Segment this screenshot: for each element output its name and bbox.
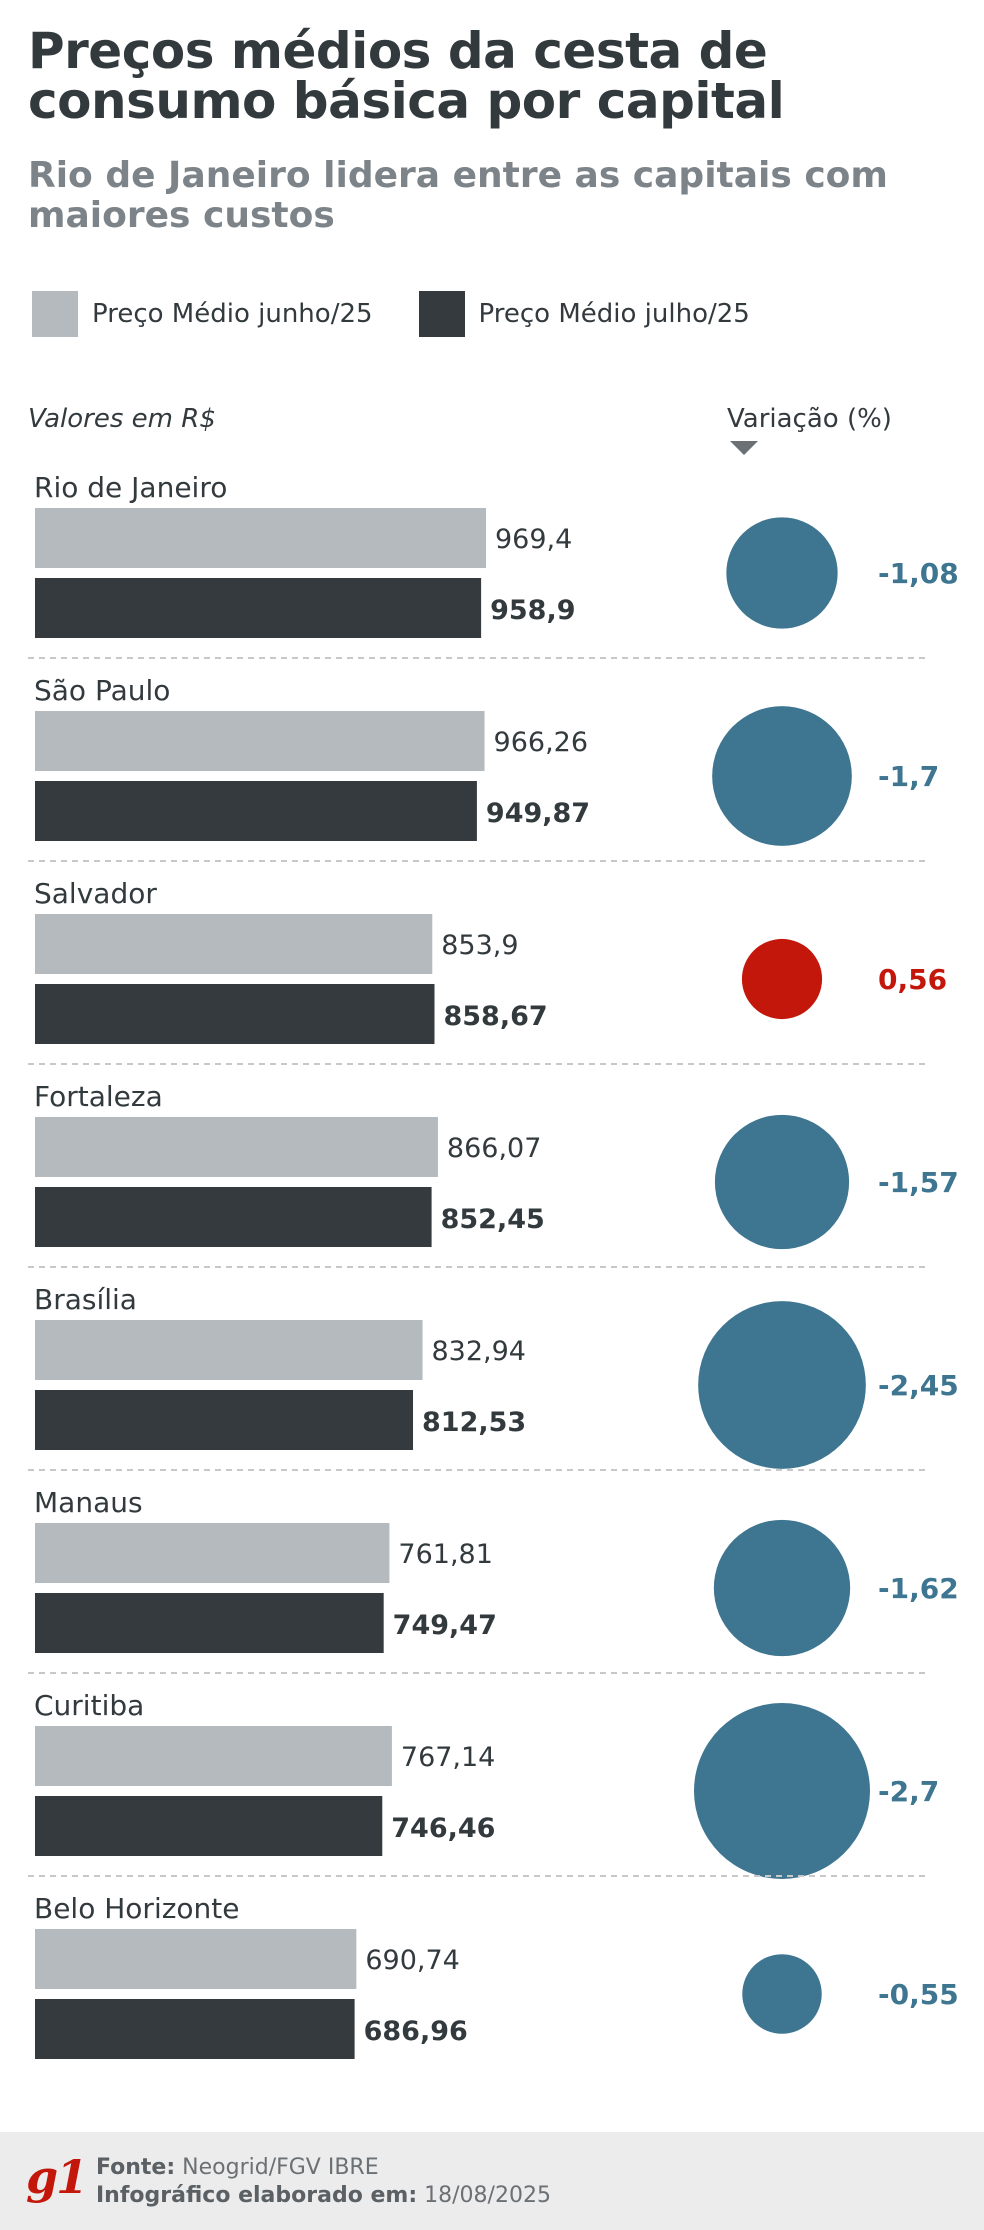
g1-logo: g1 <box>26 2150 88 2204</box>
value-label-june-salvador: 853,9 <box>441 930 518 961</box>
variation-label-curitiba: -2,7 <box>878 1775 939 1808</box>
value-label-june-fortaleza: 866,07 <box>447 1133 541 1164</box>
bar-july-rio-de-janeiro <box>35 578 482 638</box>
city-label-salvador: Salvador <box>34 877 157 910</box>
variation-label-sao-paulo: -1,7 <box>878 760 939 793</box>
date-value: 18/08/2025 <box>424 2183 551 2208</box>
city-label-curitiba: Curitiba <box>34 1689 144 1722</box>
legend-swatch-july <box>418 291 465 337</box>
bar-june-curitiba <box>35 1726 392 1786</box>
bar-chart: Rio de Janeiro 969,4 958,9 -1,08 São Paulo 96… <box>28 471 959 2059</box>
units-label: Valores em R$ <box>28 404 216 434</box>
variation-arrow-icon <box>730 441 758 455</box>
source-line: Fonte: Neogrid/FGV IBRE <box>96 2154 551 2182</box>
variation-circle-brasilia <box>698 1301 866 1469</box>
variation-circle-fortaleza <box>714 1114 850 1250</box>
variation-circle-belo-horizonte <box>742 1954 822 2034</box>
value-label-june-brasilia: 832,94 <box>432 1336 526 1367</box>
variation-label-manaus: -1,62 <box>878 1572 959 1605</box>
bar-june-brasilia <box>35 1320 423 1380</box>
variation-circle-sao-paulo <box>712 706 852 846</box>
value-label-july-manaus: 749,47 <box>393 1610 497 1641</box>
value-label-june-manaus: 761,81 <box>398 1539 492 1570</box>
bar-june-belo-horizonte <box>35 1929 357 1989</box>
city-label-manaus: Manaus <box>34 1486 143 1519</box>
bar-july-curitiba <box>35 1796 383 1856</box>
value-label-july-belo-horizonte: 686,96 <box>364 2016 468 2047</box>
variation-label-fortaleza: -1,57 <box>878 1166 959 1199</box>
value-label-july-rio-de-janeiro: 958,9 <box>490 595 575 626</box>
value-label-june-curitiba: 767,14 <box>401 1742 495 1773</box>
legend-item-july: Preço Médio julho/25 <box>418 291 750 337</box>
bar-july-manaus <box>35 1593 384 1653</box>
chart-title: Preços médios da cesta de consumo básica… <box>28 22 785 130</box>
footer: g1 Fonte: Neogrid/FGV IBRE Infográfico e… <box>0 2132 984 2230</box>
legend-item-june: Preço Médio junho/25 <box>32 291 373 337</box>
bar-june-salvador <box>35 914 433 974</box>
city-label-fortaleza: Fortaleza <box>34 1080 163 1113</box>
variation-label-rio-de-janeiro: -1,08 <box>878 557 959 590</box>
source-label: Fonte: <box>96 2155 176 2180</box>
bar-june-fortaleza <box>35 1117 438 1177</box>
bar-july-brasilia <box>35 1390 414 1450</box>
value-label-july-salvador: 858,67 <box>443 1001 547 1032</box>
variation-circle-manaus <box>713 1519 851 1657</box>
legend-swatch-june <box>32 291 78 337</box>
value-label-june-sao-paulo: 966,26 <box>494 727 588 758</box>
variation-label-salvador: 0,56 <box>878 963 947 996</box>
city-label-sao-paulo: São Paulo <box>34 674 170 707</box>
variation-label-belo-horizonte: -0,55 <box>878 1978 959 2011</box>
value-label-july-brasilia: 812,53 <box>422 1407 526 1438</box>
footer-text: Fonte: Neogrid/FGV IBRE Infográfico elab… <box>96 2154 551 2210</box>
bar-july-salvador <box>35 984 435 1044</box>
date-label: Infográfico elaborado em: <box>96 2183 418 2208</box>
variation-label-brasilia: -2,45 <box>878 1369 959 1402</box>
chart-subtitle: Rio de Janeiro lidera entre as capitais … <box>28 155 888 237</box>
city-label-belo-horizonte: Belo Horizonte <box>34 1892 240 1925</box>
bar-june-rio-de-janeiro <box>35 508 486 568</box>
legend: Preço Médio junho/25 Preço Médio julho/2… <box>32 290 796 338</box>
legend-label-june: Preço Médio junho/25 <box>92 299 373 329</box>
value-label-july-sao-paulo: 949,87 <box>486 798 590 829</box>
legend-label-july: Preço Médio julho/25 <box>478 299 750 329</box>
variation-circle-curitiba <box>694 1703 870 1879</box>
bar-july-sao-paulo <box>35 781 477 841</box>
bar-june-sao-paulo <box>35 711 485 771</box>
bar-june-manaus <box>35 1523 390 1583</box>
variation-circle-salvador <box>741 938 823 1020</box>
value-label-july-fortaleza: 852,45 <box>441 1204 545 1235</box>
value-label-july-curitiba: 746,46 <box>391 1813 495 1844</box>
bar-july-belo-horizonte <box>35 1999 355 2059</box>
variation-header: Variação (%) <box>727 404 892 434</box>
value-label-june-belo-horizonte: 690,74 <box>365 1945 459 1976</box>
value-label-june-rio-de-janeiro: 969,4 <box>495 524 572 555</box>
city-label-brasilia: Brasília <box>34 1283 137 1316</box>
bar-july-fortaleza <box>35 1187 432 1247</box>
date-line: Infográfico elaborado em: 18/08/2025 <box>96 2182 551 2210</box>
city-label-rio-de-janeiro: Rio de Janeiro <box>34 471 227 504</box>
source-value: Neogrid/FGV IBRE <box>182 2155 379 2180</box>
variation-circle-rio-de-janeiro <box>726 517 838 629</box>
